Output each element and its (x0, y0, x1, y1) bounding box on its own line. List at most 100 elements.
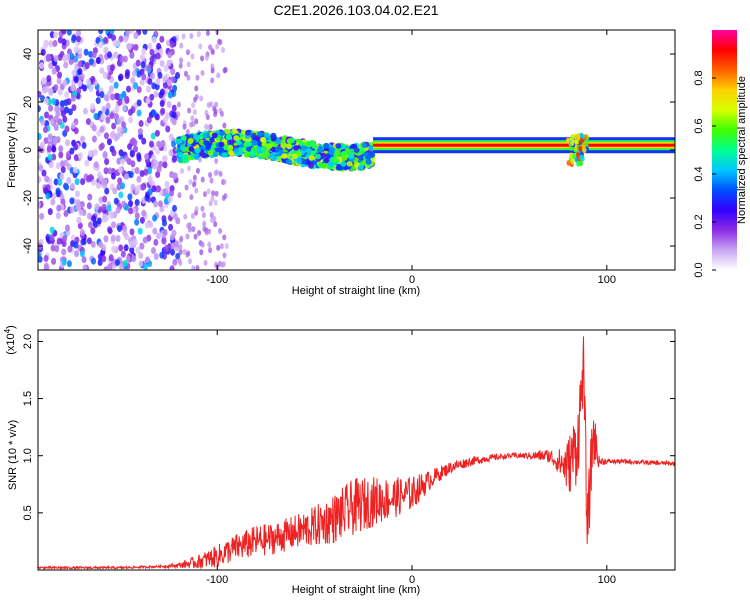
spectrogram-cell (209, 211, 214, 218)
spectrogram-cell (198, 43, 203, 50)
spectrogram-cell (195, 167, 200, 174)
spectrogram-cell (59, 100, 65, 108)
spectrogram-cell (344, 148, 351, 154)
spectrogram-cell (353, 147, 360, 153)
spectrogram-cell (209, 136, 216, 143)
spectrogram-cell (178, 243, 183, 250)
spectrogram-cell (189, 33, 194, 40)
spectrogram-cell (179, 42, 184, 49)
spectrogram-cell (100, 249, 106, 257)
spectrogram-cell (208, 247, 213, 254)
spectrogram-cell (96, 217, 102, 225)
spectrogram-cell (116, 157, 122, 165)
spectrogram-cell (128, 200, 134, 208)
spectrogram-cell (150, 247, 156, 255)
spectrogram-cell (228, 139, 235, 146)
spectrogram-cell (175, 71, 181, 79)
spectrogram-cell (87, 150, 93, 158)
spectrogram-cell (86, 212, 92, 220)
spectrogram-cell (182, 123, 187, 130)
spectrogram-cell (66, 30, 72, 36)
spectrogram-cell (175, 217, 181, 225)
spectrogram-cell (286, 143, 293, 150)
spectrogram-cell (55, 212, 61, 220)
spectrogram-cell (56, 77, 62, 85)
spectrogram-cell (184, 184, 189, 191)
spectrogram-cell (48, 40, 54, 48)
spectrogram-cell (210, 217, 215, 224)
spectrogram-cell (138, 260, 144, 268)
spectrogram-cell (170, 68, 176, 76)
spectrogram-cell (192, 108, 197, 115)
spectrogram-cell (73, 76, 79, 84)
spectrogram-cell (111, 122, 117, 130)
spectrogram-cell (224, 242, 229, 249)
spectrogram-cell (136, 155, 142, 163)
spectrogram-cell (208, 200, 213, 207)
y-tick-label: 40 (22, 48, 34, 60)
spectrogram-cell (143, 263, 149, 270)
spectrogram-cell (140, 183, 146, 191)
spectrogram-cell (46, 145, 52, 153)
snr-y-multiplier: (x104) (3, 325, 17, 355)
spectrogram-cell (117, 98, 123, 106)
spectrogram-cell (172, 172, 178, 180)
spectrogram-cell (76, 216, 82, 224)
spectrogram-y-axis-label: Frequency (Hz) (6, 112, 18, 188)
spectrogram-cell (212, 151, 219, 158)
spectrogram-cell (98, 41, 104, 49)
spectrogram-cell (177, 192, 182, 199)
snr-x-axis-label: Height of straight line (km) (292, 584, 420, 596)
spectrogram-cell (90, 227, 96, 235)
spectrogram-cell (576, 160, 581, 167)
spectrogram-cell (141, 73, 147, 81)
spectrogram-cell (83, 48, 89, 56)
spectrogram-cell (179, 57, 184, 64)
spectrogram-cell (103, 167, 109, 175)
spectrogram-cell (38, 251, 41, 259)
spectrogram-cell (211, 132, 218, 139)
spectrogram-cell (57, 178, 63, 186)
spectrogram-cell (169, 265, 175, 270)
spectrogram-cell (124, 172, 130, 180)
spectrogram-cell (194, 93, 199, 100)
spectrogram-cell (308, 155, 315, 161)
spectrogram-cell (129, 30, 135, 34)
spectrogram-cell (178, 249, 183, 256)
spectrogram-cell (134, 212, 140, 220)
spectrogram-cell (43, 137, 49, 145)
spectrogram-cell (195, 74, 200, 81)
spectrogram-cell (142, 236, 148, 244)
spectrogram-cell (51, 257, 57, 265)
y-tick-label: 2.0 (22, 334, 34, 349)
spectrogram-cell (132, 145, 138, 153)
spectrogram-cell (128, 171, 134, 179)
spectrogram-cell (246, 141, 253, 147)
spectrogram-cell (270, 146, 277, 153)
spectrogram-cell (579, 160, 584, 167)
spectrogram-cell (152, 227, 158, 235)
spectrogram-cell (176, 101, 181, 108)
spectrogram-cell (49, 234, 55, 242)
spectrogram-cell (57, 53, 63, 61)
spectrogram-cell (117, 166, 123, 174)
spectrogram-cell (113, 112, 119, 120)
snr-y-axis-label: SNR (10 * v/v) (7, 420, 19, 490)
spectrogram-cell (125, 255, 131, 263)
spectrogram-cell (121, 105, 127, 113)
spectrogram-cell (126, 157, 132, 165)
spectrogram-cell (179, 235, 184, 242)
spectrogram-cell (139, 78, 145, 86)
spectrogram-cell (46, 75, 52, 83)
spectrogram-cell (137, 128, 143, 136)
spectrogram-cell (275, 138, 282, 145)
spectrogram-cell (117, 225, 123, 233)
spectrogram-cell (91, 124, 97, 132)
spectrogram-cell (45, 192, 51, 200)
spectrogram-cell (70, 94, 76, 102)
spectrogram-cell (53, 123, 59, 131)
spectrogram-cell (202, 191, 207, 198)
spectrogram-cell (127, 193, 133, 201)
spectrogram-cell (142, 30, 148, 35)
spectrogram-cell (134, 199, 140, 207)
